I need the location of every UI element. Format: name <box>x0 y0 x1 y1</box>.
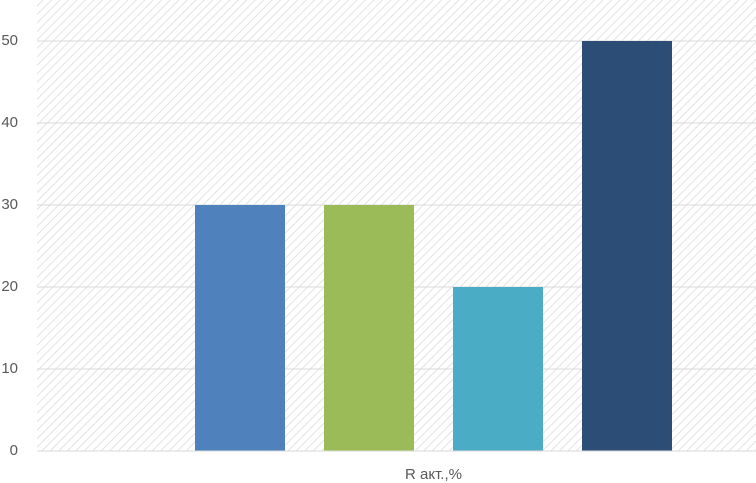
bar <box>195 205 285 451</box>
y-tick-label: 10 <box>1 360 18 377</box>
y-tick-label: 50 <box>1 32 18 49</box>
bar <box>324 205 414 451</box>
bar <box>453 287 543 451</box>
y-tick-label: 20 <box>1 278 18 295</box>
bar <box>582 41 672 451</box>
y-tick-label: 40 <box>1 114 18 131</box>
y-tick-label: 30 <box>1 196 18 213</box>
y-tick-label: 0 <box>10 442 18 459</box>
x-tick-label: R акт.,% <box>405 466 462 483</box>
